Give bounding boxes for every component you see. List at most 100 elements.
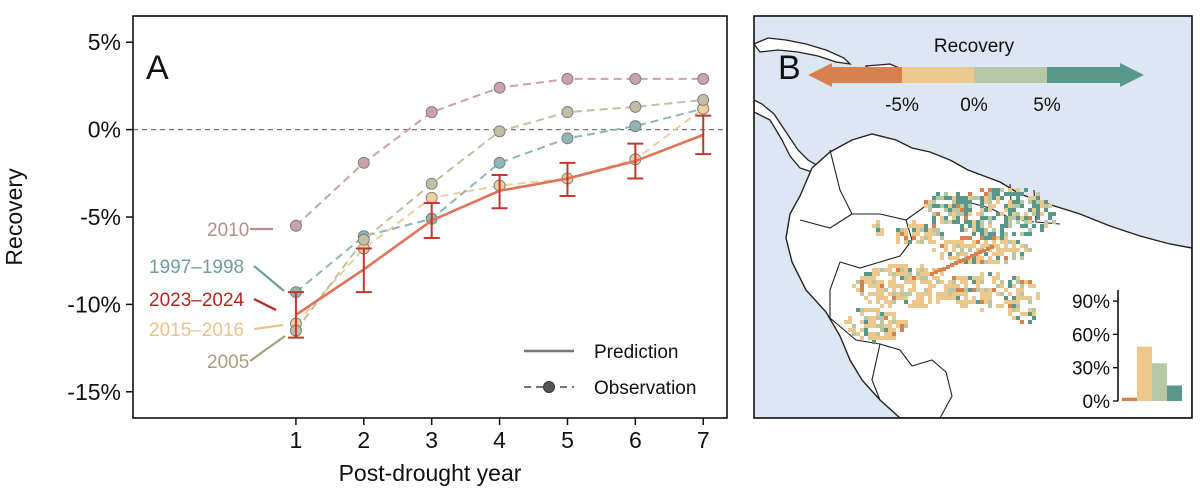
recovery-pixel [968, 248, 972, 252]
recovery-pixel [940, 232, 944, 236]
recovery-pixel [996, 292, 1000, 296]
recovery-pixel [960, 300, 964, 304]
recovery-pixel [868, 292, 872, 296]
recovery-pixel [892, 284, 896, 288]
recovery-pixel [884, 300, 888, 304]
recovery-pixel [948, 280, 952, 284]
recovery-pixel [940, 256, 944, 260]
colorbar-segment-low [808, 63, 902, 87]
recovery-pixel [1020, 252, 1024, 256]
recovery-pixel [1020, 280, 1024, 284]
recovery-pixel [960, 224, 964, 228]
recovery-pixel [1020, 256, 1024, 260]
recovery-pixel [1000, 212, 1004, 216]
recovery-pixel [984, 216, 988, 220]
recovery-pixel [1000, 196, 1004, 200]
recovery-pixel [980, 224, 984, 228]
recovery-pixel [892, 320, 896, 324]
recovery-pixel [988, 216, 992, 220]
recovery-pixel [956, 296, 960, 300]
recovery-pixel [900, 296, 904, 300]
recovery-pixel [1016, 280, 1020, 284]
recovery-pixel [956, 288, 960, 292]
recovery-pixel [980, 300, 984, 304]
recovery-pixel [1048, 216, 1052, 220]
recovery-pixel [966, 256, 970, 260]
recovery-pixel [1012, 256, 1016, 260]
recovery-pixel [900, 324, 904, 328]
recovery-pixel [960, 196, 964, 200]
data-point-2010 [629, 72, 642, 85]
recovery-pixel [988, 224, 992, 228]
recovery-pixel [876, 272, 880, 276]
recovery-pixel [976, 284, 980, 288]
recovery-pixel [1032, 284, 1036, 288]
recovery-pixel [960, 244, 964, 248]
recovery-pixel [960, 304, 964, 308]
recovery-pixel [892, 336, 896, 340]
recovery-pixel [916, 276, 920, 280]
recovery-pixel [864, 320, 868, 324]
recovery-pixel [1028, 296, 1032, 300]
recovery-pixel [1020, 320, 1024, 324]
recovery-pixel [976, 196, 980, 200]
recovery-pixel [868, 276, 872, 280]
panel-b: B Recovery -5% 0% 5% 0% 30% 60% 90% [753, 15, 1193, 419]
recovery-pixel [1028, 320, 1032, 324]
recovery-pixel [924, 232, 928, 236]
recovery-pixel [976, 300, 980, 304]
recovery-pixel [984, 192, 988, 196]
recovery-pixel [952, 284, 956, 288]
recovery-pixel [1036, 208, 1040, 212]
recovery-pixel [960, 236, 964, 240]
recovery-pixel [988, 196, 992, 200]
recovery-pixel [1012, 212, 1016, 216]
recovery-pixel [1040, 212, 1044, 216]
recovery-pixel [1024, 216, 1028, 220]
recovery-pixel [992, 196, 996, 200]
recovery-pixel [936, 276, 940, 280]
recovery-pixel [904, 236, 908, 240]
recovery-pixel [872, 272, 876, 276]
recovery-pixel [896, 268, 900, 272]
recovery-pixel [1000, 240, 1004, 244]
recovery-pixel [980, 256, 984, 260]
data-point-2005 [697, 93, 710, 106]
recovery-pixel [860, 308, 864, 312]
recovery-pixel [964, 304, 968, 308]
recovery-pixel [928, 292, 932, 296]
recovery-pixel [848, 320, 852, 324]
recovery-pixel [892, 272, 896, 276]
recovery-pixel [972, 224, 976, 228]
recovery-pixel [928, 208, 932, 212]
recovery-pixel [880, 268, 884, 272]
recovery-pixel [964, 284, 968, 288]
recovery-pixel [852, 332, 856, 336]
x-tick-label: 6 [629, 427, 642, 453]
recovery-pixel [948, 292, 952, 296]
recovery-pixel [956, 192, 960, 196]
recovery-pixel [924, 276, 928, 280]
recovery-pixel [972, 228, 976, 232]
recovery-pixel [1028, 208, 1032, 212]
recovery-pixel [900, 264, 904, 268]
recovery-pixel [1028, 280, 1032, 284]
recovery-pixel [972, 232, 976, 236]
recovery-pixel [856, 332, 860, 336]
recovery-pixel [990, 245, 994, 249]
recovery-pixel [892, 264, 896, 268]
recovery-pixel [1004, 236, 1008, 240]
recovery-pixel [1032, 316, 1036, 320]
recovery-pixel [980, 188, 984, 192]
recovery-pixel [980, 296, 984, 300]
recovery-pixel [908, 240, 912, 244]
recovery-pixel [1036, 296, 1040, 300]
recovery-pixel [980, 212, 984, 216]
recovery-pixel [952, 292, 956, 296]
recovery-pixel [944, 296, 948, 300]
recovery-pixel [1000, 252, 1004, 256]
recovery-pixel [1016, 240, 1020, 244]
recovery-pixel [1036, 292, 1040, 296]
recovery-pixel [964, 216, 968, 220]
colorbar-tick-0: 0% [960, 95, 988, 116]
